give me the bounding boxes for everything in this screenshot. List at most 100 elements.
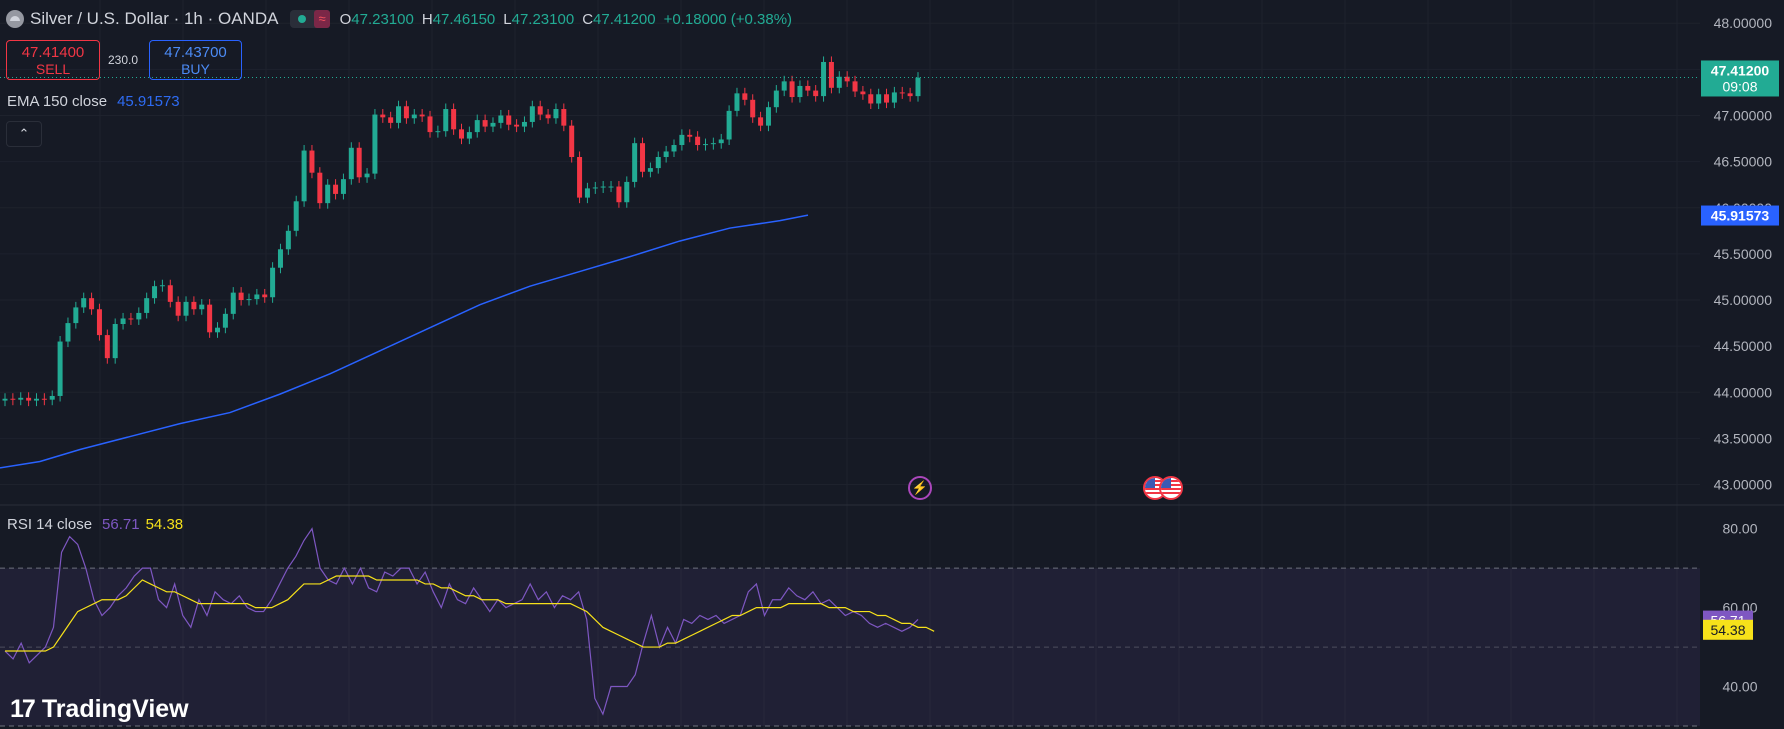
candle-body: [836, 76, 842, 88]
candle-body: [466, 132, 472, 139]
candle-body: [175, 301, 181, 316]
candle-body: [514, 124, 520, 127]
ohlc-key: C: [582, 10, 594, 28]
spread-value: 230.0: [108, 53, 139, 67]
wave-icon: ≈: [314, 10, 330, 28]
price-tick-label: 44.50000: [1714, 338, 1773, 354]
candle-body: [632, 143, 638, 182]
candle-body: [325, 184, 331, 204]
candle-body: [33, 398, 39, 401]
candle-body: [844, 76, 850, 82]
ema-price-label-bg: [1701, 205, 1779, 226]
ohlc-key: H: [421, 10, 433, 28]
candle-body: [443, 109, 449, 132]
candle-body: [411, 114, 417, 119]
candle-body: [301, 150, 307, 202]
candle-body: [356, 147, 362, 178]
market-open-dot-icon: [298, 15, 307, 23]
price-tick-label: 45.50000: [1714, 246, 1773, 262]
ema-legend[interactable]: EMA 150 close 45.91573: [7, 93, 180, 110]
candle-body: [18, 397, 24, 400]
candle-body: [537, 106, 543, 115]
candle-body: [797, 85, 803, 98]
candle-body: [270, 267, 276, 298]
ohlc-value: 47.46150: [432, 10, 496, 28]
candle-body: [183, 301, 189, 316]
candle-body: [789, 81, 795, 98]
silver-symbol-icon: [6, 10, 24, 28]
symbol-title[interactable]: Silver / U.S. Dollar · 1h · OANDA: [30, 9, 279, 28]
ema-line: [0, 214, 809, 469]
candle-body: [577, 157, 583, 198]
buy-label: BUY: [181, 61, 210, 77]
candle-body: [238, 292, 244, 301]
candle-body: [144, 298, 150, 313]
candle-body: [49, 395, 55, 400]
candle-body: [435, 131, 441, 133]
candle-body: [679, 134, 685, 146]
ohlc-item: O47.23100: [340, 11, 414, 28]
price-tick-label: 46.50000: [1714, 154, 1773, 170]
candle-body: [215, 327, 221, 333]
candle-body: [167, 285, 173, 302]
candle-body: [388, 117, 394, 123]
candle-body: [482, 120, 488, 127]
candle-body: [915, 77, 921, 97]
candle-body: [640, 143, 646, 172]
sell-button[interactable]: 47.41400 SELL: [6, 40, 100, 80]
candle-body: [490, 122, 496, 127]
candle-body: [498, 115, 504, 123]
candle-body: [230, 292, 236, 314]
sell-price: 47.41400: [21, 44, 85, 61]
candle-body: [891, 92, 897, 103]
buy-button[interactable]: 47.43700 BUY: [149, 40, 242, 80]
rsi-legend[interactable]: RSI 14 close 56.71 54.38: [7, 516, 183, 533]
tradingview-logo[interactable]: 17 TradingView: [10, 695, 189, 724]
ohlc-values: O47.23100 H47.46150 L47.23100 C47.41200 +0.1…: [340, 11, 792, 28]
candle-body: [718, 139, 724, 144]
candle-body: [773, 90, 779, 108]
candle-body: [262, 294, 268, 298]
last-price-label: 47.41200: [1711, 62, 1770, 78]
candle-body: [899, 92, 905, 94]
candle-body: [403, 106, 409, 119]
price-tick-label: 48.00000: [1714, 15, 1773, 31]
candle-body: [73, 307, 79, 324]
candle-body: [191, 301, 197, 310]
candle-body: [765, 107, 771, 126]
price-tick-label: 43.50000: [1714, 430, 1773, 446]
candle-body: [750, 99, 756, 118]
collapse-legend-button[interactable]: ⌃: [6, 121, 42, 147]
candle-body: [545, 114, 551, 119]
candle-body: [884, 94, 890, 103]
candle-body: [222, 313, 228, 328]
us-flag-event-icon[interactable]: [1159, 476, 1183, 500]
candle-body: [805, 85, 811, 91]
candle-body: [81, 298, 87, 308]
candle-body: [65, 323, 71, 342]
candle-body: [285, 230, 291, 250]
rsi-legend-label: RSI 14 close: [7, 516, 93, 533]
candle-body: [742, 93, 748, 100]
ema-legend-label: EMA 150 close: [7, 93, 108, 110]
rsi-tick-label: 80.00: [1722, 521, 1757, 537]
ohlc-key: L: [503, 10, 512, 28]
ema-legend-value: 45.91573: [117, 93, 180, 110]
candle-body: [876, 94, 882, 104]
candle-body: [813, 90, 819, 97]
lightning-event-icon[interactable]: ⚡: [908, 476, 932, 500]
candle-body: [26, 397, 32, 401]
candle-body: [2, 398, 8, 401]
ema-price-label: 45.91573: [1711, 208, 1770, 224]
candle-body: [364, 173, 370, 178]
candle-body: [687, 134, 693, 137]
sell-label: SELL: [35, 61, 71, 77]
candle-body: [828, 61, 834, 88]
candle-body: [396, 106, 402, 123]
candle-body: [553, 109, 559, 119]
rsi-ma-value-label-bg: [1703, 619, 1753, 640]
market-status[interactable]: ≈: [290, 10, 330, 28]
candle-body: [907, 93, 913, 97]
candle-body: [860, 91, 866, 95]
